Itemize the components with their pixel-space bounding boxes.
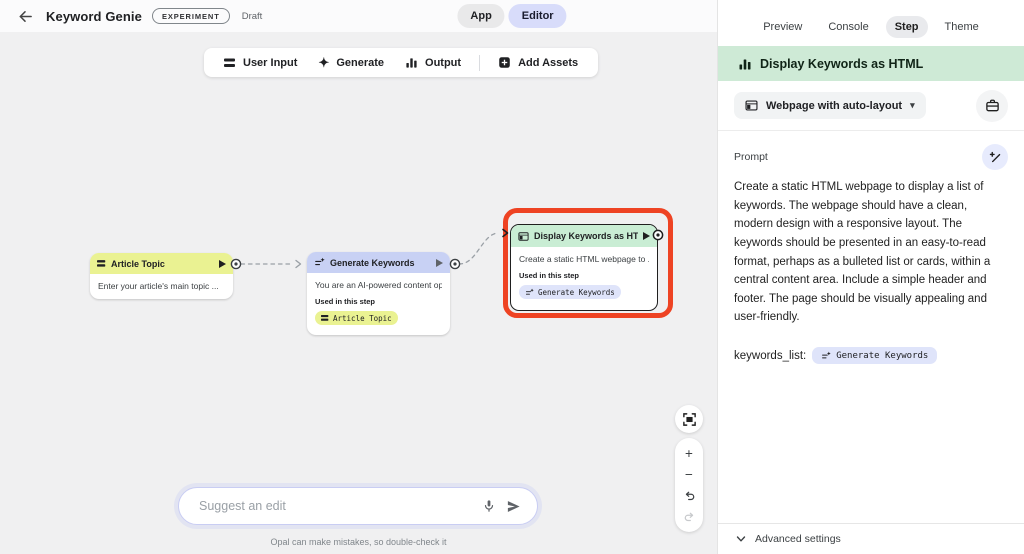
chevron-down-icon [736, 536, 746, 542]
prompt-sparkle-icon [525, 288, 534, 295]
webpage-icon [518, 231, 529, 241]
input-chip-article-topic[interactable]: Article Topic [315, 311, 398, 325]
send-icon[interactable] [501, 494, 525, 518]
param-name: keywords_list: [734, 349, 807, 362]
node-description: You are an AI-powered content op... [315, 280, 442, 290]
advanced-settings-toggle[interactable]: Advanced settings [718, 523, 1024, 554]
node-description: Enter your article's main topic ... [98, 281, 219, 291]
redo-button[interactable] [679, 507, 699, 525]
node-title: Generate Keywords [330, 257, 415, 268]
draft-status: Draft [241, 10, 263, 22]
undo-button[interactable] [679, 486, 699, 504]
fit-screen-icon [682, 412, 696, 426]
used-in-step-label: Used in this step [519, 271, 580, 280]
back-icon[interactable] [14, 5, 36, 27]
mode-toggle: App Editor [457, 4, 567, 28]
node-toolbar: User Input ✦ Generate Output Add Assets [204, 48, 599, 77]
generate-label: Generate [336, 56, 385, 69]
advanced-settings-label: Advanced settings [755, 533, 841, 545]
tab-editor[interactable]: Editor [508, 4, 567, 28]
tab-step[interactable]: Step [885, 16, 928, 38]
prompt-header-row: Prompt [718, 131, 1024, 176]
toolbar-divider [479, 54, 481, 71]
page-title: Keyword Genie [46, 8, 142, 24]
param-chip-label: Generate Keywords [836, 350, 929, 361]
suggest-edit-bar [178, 487, 538, 525]
tab-app[interactable]: App [457, 4, 505, 28]
mic-icon[interactable] [477, 494, 501, 518]
add-user-input-button[interactable]: User Input [218, 57, 303, 69]
output-format-row: Webpage with auto-layout ▾ [718, 81, 1024, 131]
panel-tabs: Preview Console Step Theme [718, 14, 1024, 40]
wire-generate-to-display [458, 232, 498, 265]
chip-label: Article Topic [333, 313, 392, 323]
toolbox-button[interactable] [976, 89, 1008, 122]
output-label: Output [425, 56, 462, 69]
magic-pen-icon [989, 151, 1000, 162]
undo-icon [685, 491, 694, 500]
user-input-icon [97, 260, 106, 267]
arrowhead-icon [502, 228, 509, 238]
node-description: Create a static HTML webpage to ... [519, 254, 649, 264]
param-chip-generate-keywords[interactable]: Generate Keywords [812, 347, 938, 364]
used-in-step-label: Used in this step [315, 297, 376, 306]
param-row: keywords_list: Generate Keywords [718, 327, 1024, 364]
bar-chart-icon [406, 58, 417, 68]
experiment-badge: EXPERIMENT [151, 8, 230, 24]
input-chip-generate-keywords[interactable]: Generate Keywords [519, 285, 621, 299]
add-assets-icon [499, 57, 510, 68]
edit-prompt-button[interactable] [982, 144, 1008, 170]
prompt-label: Prompt [734, 151, 768, 163]
run-step-icon[interactable] [643, 232, 650, 240]
briefcase-icon [985, 99, 999, 112]
add-generate-button[interactable]: ✦ Generate [312, 56, 390, 69]
step-panel: Preview Console Step Theme Display Keywo… [717, 0, 1024, 554]
user-input-label: User Input [243, 56, 298, 69]
step-title-banner: Display Keywords as HTML [718, 46, 1024, 81]
zoom-in-button[interactable]: + [685, 446, 693, 462]
tab-theme[interactable]: Theme [944, 21, 979, 33]
redo-icon [684, 512, 693, 521]
editor-canvas[interactable]: User Input ✦ Generate Output Add Assets … [0, 32, 717, 554]
chip-label: Generate Keywords [538, 287, 615, 297]
fit-to-screen-button[interactable] [675, 405, 703, 433]
bar-chart-icon [739, 59, 751, 69]
run-step-icon[interactable] [436, 258, 443, 267]
generate-icon: ✦ [318, 55, 330, 70]
tab-console[interactable]: Console [828, 21, 869, 33]
zoom-controls: + − [675, 438, 703, 532]
prompt-sparkle-icon [315, 257, 325, 266]
webpage-icon [745, 100, 758, 111]
chevron-down-icon: ▾ [910, 100, 915, 110]
prompt-text[interactable]: Create a static HTML webpage to display … [734, 181, 991, 324]
user-input-icon [224, 58, 235, 67]
run-step-icon[interactable] [219, 259, 226, 268]
tab-preview[interactable]: Preview [763, 21, 803, 33]
disclaimer-text: Opal can make mistakes, so double-check … [270, 537, 447, 547]
node-title: Display Keywords as HT... [534, 231, 638, 241]
node-article-topic[interactable]: Article Topic Enter your article's main … [90, 253, 233, 299]
add-assets-button[interactable]: Add Assets [492, 56, 584, 69]
suggest-edit-input[interactable] [199, 499, 477, 513]
node-generate-keywords[interactable]: Generate Keywords You are an AI-powered … [307, 252, 450, 335]
user-input-icon [321, 315, 329, 321]
output-format-value: Webpage with auto-layout [766, 99, 903, 112]
add-output-button[interactable]: Output [399, 56, 467, 69]
add-assets-label: Add Assets [518, 56, 579, 69]
step-title: Display Keywords as HTML [760, 56, 924, 71]
arrowhead-icon [295, 259, 302, 269]
output-format-dropdown[interactable]: Webpage with auto-layout ▾ [734, 92, 926, 119]
node-title: Article Topic [111, 258, 165, 269]
node-display-keywords[interactable]: Display Keywords as HT... Create a stati… [510, 224, 658, 311]
zoom-out-button[interactable]: − [685, 467, 693, 483]
prompt-sparkle-icon [822, 351, 831, 358]
